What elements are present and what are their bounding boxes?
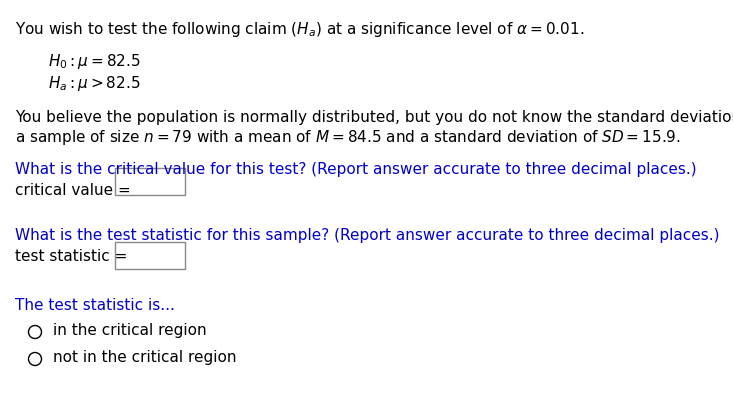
Text: $H_0 : \mu = 82.5$: $H_0 : \mu = 82.5$ <box>48 52 141 71</box>
Text: a sample of size $n = 79$ with a mean of $M = 84.5$ and a standard deviation of : a sample of size $n = 79$ with a mean of… <box>15 128 681 147</box>
Text: test statistic =: test statistic = <box>15 249 132 264</box>
Text: You wish to test the following claim $(H_a)$ at a significance level of $\alpha : You wish to test the following claim $(H… <box>15 20 584 39</box>
Text: $H_a : \mu > 82.5$: $H_a : \mu > 82.5$ <box>48 74 141 93</box>
Text: You believe the population is normally distributed, but you do not know the stan: You believe the population is normally d… <box>15 110 733 125</box>
Text: The test statistic is...: The test statistic is... <box>15 298 175 313</box>
Text: What is the critical value for this test? (Report answer accurate to three decim: What is the critical value for this test… <box>15 162 696 177</box>
Text: not in the critical region: not in the critical region <box>53 350 237 365</box>
Text: critical value =: critical value = <box>15 183 136 198</box>
Text: in the critical region: in the critical region <box>53 323 207 338</box>
FancyBboxPatch shape <box>115 168 185 195</box>
FancyBboxPatch shape <box>115 242 185 269</box>
Text: What is the test statistic for this sample? (Report answer accurate to three dec: What is the test statistic for this samp… <box>15 228 720 243</box>
